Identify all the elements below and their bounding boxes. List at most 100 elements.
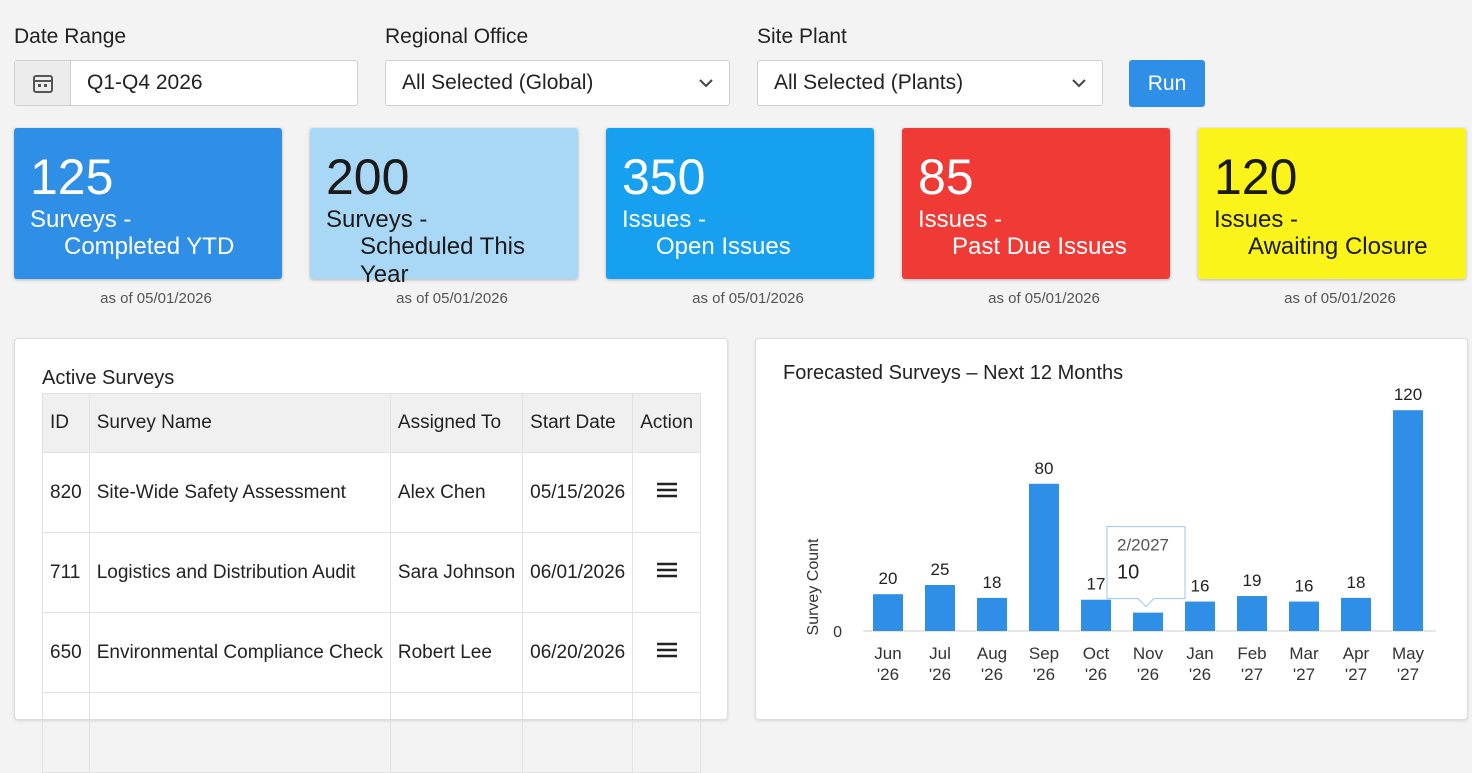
kpi-value: 125	[30, 149, 114, 205]
bar	[1185, 601, 1215, 631]
kpi-value: 200	[326, 149, 410, 205]
kpi-label: Scheduled This Year	[360, 233, 525, 288]
x-tick-label: '26	[981, 665, 1003, 684]
kpi-date: as of 05/01/2026	[396, 290, 508, 307]
bar	[1393, 410, 1423, 631]
select-value: All Selected (Global)	[402, 71, 594, 94]
table-cell: 05/15/2026	[522, 452, 634, 533]
bar	[925, 585, 955, 631]
action-menu[interactable]	[632, 452, 702, 533]
survey-table: ID Survey Name Assigned To Start Date Action…	[42, 393, 702, 773]
x-tick-label: Nov	[1133, 644, 1164, 663]
x-tick-label: '27	[1241, 665, 1263, 684]
data-label: 16	[1295, 577, 1314, 596]
table-cell	[522, 692, 634, 773]
column-header: Assigned To	[389, 393, 524, 453]
action-menu[interactable]	[632, 612, 702, 693]
x-tick-label: '27	[1397, 665, 1419, 684]
x-tick-label: Apr	[1343, 644, 1370, 663]
x-tick-label: '26	[877, 665, 899, 684]
date-value: Q1-Q4 2026	[87, 71, 203, 94]
kpi-card: 350 Issues - Open Issues	[606, 128, 874, 279]
x-tick-label: '26	[1085, 665, 1107, 684]
data-label: 20	[879, 569, 898, 588]
office-select[interactable]: All Selected (Global)	[385, 60, 730, 106]
kpi-label: Completed YTD	[64, 233, 235, 260]
table-cell: Environmental Compliance Check	[88, 612, 391, 693]
x-tick-label: '26	[1033, 665, 1055, 684]
table-cell: Logistics and Distribution Audit	[88, 532, 391, 613]
data-label: 120	[1394, 385, 1422, 404]
kpi-card: 200 Surveys - Scheduled This Year	[310, 128, 578, 288]
table-cell: 06/20/2026	[522, 612, 634, 693]
data-label: 16	[1191, 577, 1210, 596]
x-tick-label: Jul	[929, 644, 951, 663]
run-button[interactable]: Run	[1129, 60, 1205, 107]
x-tick-label: '26	[929, 665, 951, 684]
bar	[873, 594, 903, 631]
plant-select[interactable]: All Selected (Plants)	[757, 60, 1103, 106]
action-menu[interactable]	[632, 532, 702, 613]
date-input[interactable]: Q1-Q4 2026	[14, 60, 358, 106]
table-cell: 711	[42, 532, 90, 613]
data-label: 18	[1347, 573, 1366, 592]
panel-title: Active Surveys	[42, 367, 175, 389]
table-cell: Alex Chen	[389, 452, 524, 533]
x-tick-label: Feb	[1237, 644, 1266, 663]
table-row	[42, 692, 702, 773]
dashboard: Date Range Regional Office Site Plant Q1…	[14, 25, 1468, 773]
icon	[32, 75, 53, 93]
data-label: 17	[1087, 575, 1106, 594]
kpi-label: Issues -	[622, 206, 707, 233]
table-cell: Site-Wide Safety Assessment	[88, 452, 391, 533]
table-row: 711 Logistics and Distribution Audit Sara …	[42, 532, 702, 613]
kpi-label: Surveys -	[326, 206, 428, 233]
tooltip-title: 2/2027	[1117, 536, 1169, 555]
kpi-card: 120 Issues - Awaiting Closure	[1198, 128, 1466, 279]
y-tick-label: 0	[833, 624, 842, 641]
kpi-date: as of 05/01/2026	[100, 290, 212, 307]
tooltip-value: 10	[1117, 562, 1139, 584]
x-tick-label: Sep	[1029, 644, 1059, 663]
chart-panel: Forecasted Surveys – Next 12 Months Surv…	[755, 338, 1468, 720]
x-tick-label: Jan	[1186, 644, 1213, 663]
data-label: 18	[983, 573, 1002, 592]
x-tick-label: Mar	[1289, 644, 1319, 663]
bar	[1133, 612, 1163, 631]
kpi-value: 350	[622, 149, 706, 205]
column-header: ID	[42, 393, 90, 453]
label: Date Range	[14, 25, 127, 48]
tooltip-box	[1106, 526, 1186, 608]
kpi-label: Awaiting Closure	[1248, 233, 1428, 260]
table-row: 650 Environmental Compliance Check Robert …	[42, 612, 702, 693]
table-panel: Active Surveys ID Survey Name Assigned To S…	[14, 338, 728, 773]
kpi-label: Issues -	[1214, 206, 1299, 233]
header-row: ID Survey Name Assigned To Start Date Action	[42, 393, 702, 453]
column-header: Survey Name	[88, 393, 391, 453]
x-tick-label: '27	[1345, 665, 1367, 684]
kpi-value: 120	[1214, 149, 1298, 205]
x-tick-label: Jun	[874, 644, 901, 663]
table-cell	[42, 692, 90, 773]
table-cell: Sara Johnson	[389, 532, 524, 613]
kpi-value: 85	[918, 149, 974, 205]
kpi-card: 85 Issues - Past Due Issues	[902, 128, 1170, 279]
table-cell	[632, 692, 702, 773]
bar	[1029, 483, 1059, 631]
bar	[1237, 596, 1267, 631]
x-tick-label: '26	[1189, 665, 1211, 684]
select-value: All Selected (Plants)	[774, 71, 964, 94]
bar	[1289, 601, 1319, 631]
table-cell: 820	[42, 452, 90, 533]
data-label: 19	[1243, 571, 1262, 590]
table-cell: Robert Lee	[389, 612, 524, 693]
kpi-card: 125 Surveys - Completed YTD	[14, 128, 282, 279]
chevron	[1072, 79, 1086, 88]
calendar-icon[interactable]	[15, 61, 71, 105]
table-cell	[88, 692, 391, 773]
x-tick-label: May	[1392, 644, 1425, 663]
column-header: Action	[632, 393, 702, 453]
table-cell	[389, 692, 524, 773]
data-label: 25	[931, 560, 950, 579]
y-axis-title: Survey Count	[805, 538, 822, 635]
